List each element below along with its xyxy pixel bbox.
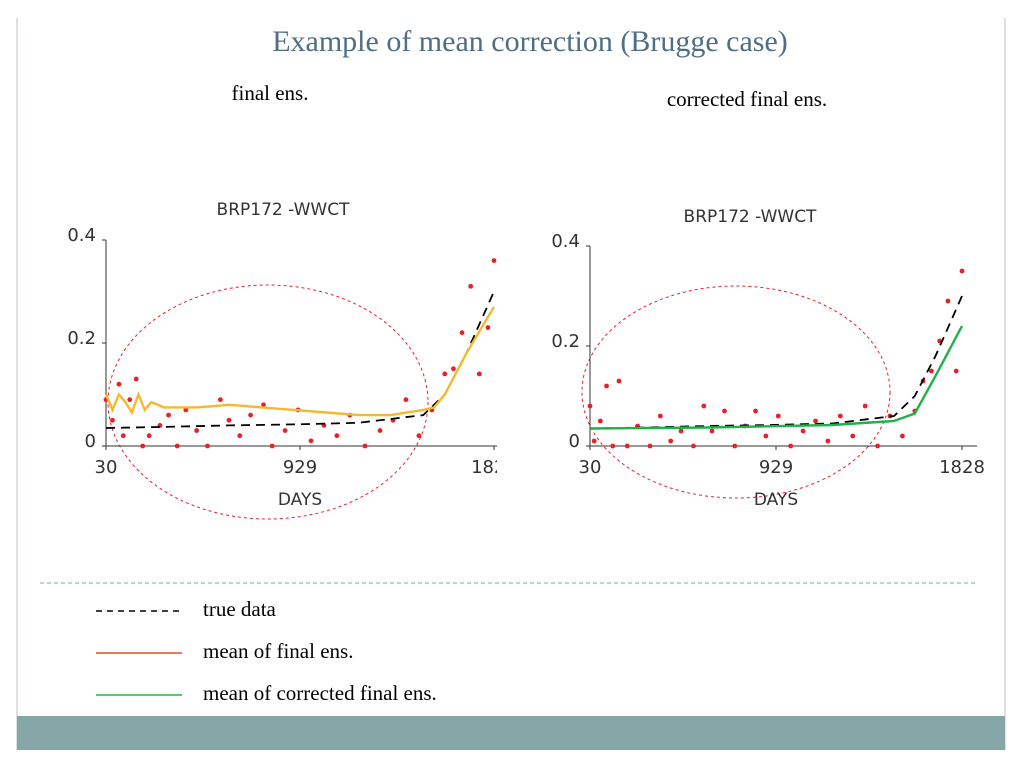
ensemble-point xyxy=(120,433,126,439)
ensemble-point xyxy=(701,403,707,409)
ensemble-point xyxy=(459,330,465,336)
chart: BRP172 -WWCT 0 0.2 0.4 30 929 1828 DAYS xyxy=(551,207,985,510)
ensemble-point xyxy=(837,413,843,419)
ensemble-point xyxy=(485,325,491,330)
ensemble-point xyxy=(282,428,288,433)
ensemble-point xyxy=(248,412,253,418)
ensemble-point xyxy=(678,428,684,434)
ensemble-point xyxy=(468,283,474,289)
ensemble-point xyxy=(451,366,456,372)
x-tick-label: 929 xyxy=(759,457,793,478)
panel-label: corrected final ens. xyxy=(667,87,827,111)
ensemble-point xyxy=(953,368,959,374)
x-tick-label: 30 xyxy=(579,457,602,478)
legend-label: mean of corrected final ens. xyxy=(203,681,437,705)
ensemble-point xyxy=(334,433,340,439)
panel-label: final ens. xyxy=(232,81,309,105)
legend-label: true data xyxy=(203,597,277,621)
x-tick-label: 30 xyxy=(95,457,118,478)
ensemble-point xyxy=(403,397,409,403)
ensemble-point xyxy=(205,443,210,449)
ensemble-point xyxy=(647,443,653,449)
ensemble-point xyxy=(140,443,146,449)
ensemble-point xyxy=(945,298,951,304)
ensemble-point xyxy=(624,443,630,449)
ensemble-point xyxy=(775,413,781,419)
ensemble-point xyxy=(377,428,383,433)
ensemble-point xyxy=(237,433,243,439)
ensemble-point xyxy=(813,418,818,424)
slide-title: Example of mean correction (Brugge case) xyxy=(272,25,788,58)
ensemble-point xyxy=(788,443,794,449)
ensemble-point xyxy=(476,371,482,377)
y-tick-label: 0 xyxy=(569,431,580,452)
ensemble-point xyxy=(753,408,758,414)
ensemble-point xyxy=(587,403,593,409)
ensemble-point xyxy=(491,258,497,263)
ensemble-point xyxy=(217,397,223,403)
ensemble-point xyxy=(862,403,868,409)
ensemble-point xyxy=(657,413,663,419)
ensemble-point xyxy=(900,433,905,439)
ensemble-point xyxy=(269,443,275,449)
y-tick-label: 0.4 xyxy=(551,231,580,252)
ensemble-point xyxy=(226,417,232,423)
x-tick-label: 929 xyxy=(283,457,317,478)
ensemble-point xyxy=(127,397,133,403)
ensemble-point xyxy=(116,381,122,387)
ensemble-point xyxy=(928,368,934,374)
highlight-ellipse xyxy=(581,285,891,499)
ensemble-point xyxy=(362,443,368,449)
ensemble-point xyxy=(133,376,139,382)
series-line xyxy=(589,325,964,430)
y-tick-label: 0 xyxy=(85,431,96,452)
ensemble-point xyxy=(959,268,965,274)
ensemble-point xyxy=(416,433,422,439)
y-tick-label: 0.2 xyxy=(67,328,96,349)
ensemble-point xyxy=(875,443,880,449)
x-axis-label: DAYS xyxy=(754,490,798,510)
ensemble-point xyxy=(709,428,715,434)
ensemble-point xyxy=(442,371,448,377)
ensemble-point xyxy=(668,438,674,444)
ensemble-point xyxy=(825,438,831,444)
ensemble-point xyxy=(146,433,152,439)
ensemble-point xyxy=(194,428,200,433)
y-tick-label: 0.2 xyxy=(551,331,580,352)
ensemble-point xyxy=(597,418,603,424)
ensemble-point xyxy=(308,438,314,444)
ensemble-point xyxy=(610,443,616,449)
ensemble-point xyxy=(166,412,171,418)
ensemble-point xyxy=(763,433,769,439)
x-tick-label: 1828 xyxy=(471,457,517,478)
series-line xyxy=(104,306,496,417)
ensemble-point xyxy=(800,428,806,434)
ensemble-point xyxy=(261,402,266,408)
chart-title: BRP172 -WWCT xyxy=(217,200,351,220)
ensemble-point xyxy=(616,378,622,384)
highlight-ellipse xyxy=(107,284,429,520)
ensemble-point xyxy=(174,443,180,449)
ensemble-point xyxy=(110,417,115,423)
legend-label: mean of final ens. xyxy=(203,639,353,663)
x-tick-label: 1828 xyxy=(939,457,985,478)
footer-bar xyxy=(17,716,1005,750)
ensemble-point xyxy=(691,443,696,449)
ensemble-point xyxy=(591,438,597,444)
ensemble-point xyxy=(850,433,856,439)
y-tick-label: 0.4 xyxy=(67,225,96,246)
chart-title: BRP172 -WWCT xyxy=(684,207,818,227)
ensemble-point xyxy=(722,408,727,414)
ensemble-point xyxy=(183,407,189,413)
ensemble-point xyxy=(732,443,738,449)
series-line xyxy=(589,295,963,430)
chart: BRP172 -WWCT 0 0.2 0.4 30 929 1828 DAYS xyxy=(67,200,517,510)
ensemble-point xyxy=(604,383,609,389)
x-axis-label: DAYS xyxy=(278,490,322,510)
legend: true data mean of final ens. mean of corre… xyxy=(96,597,437,705)
